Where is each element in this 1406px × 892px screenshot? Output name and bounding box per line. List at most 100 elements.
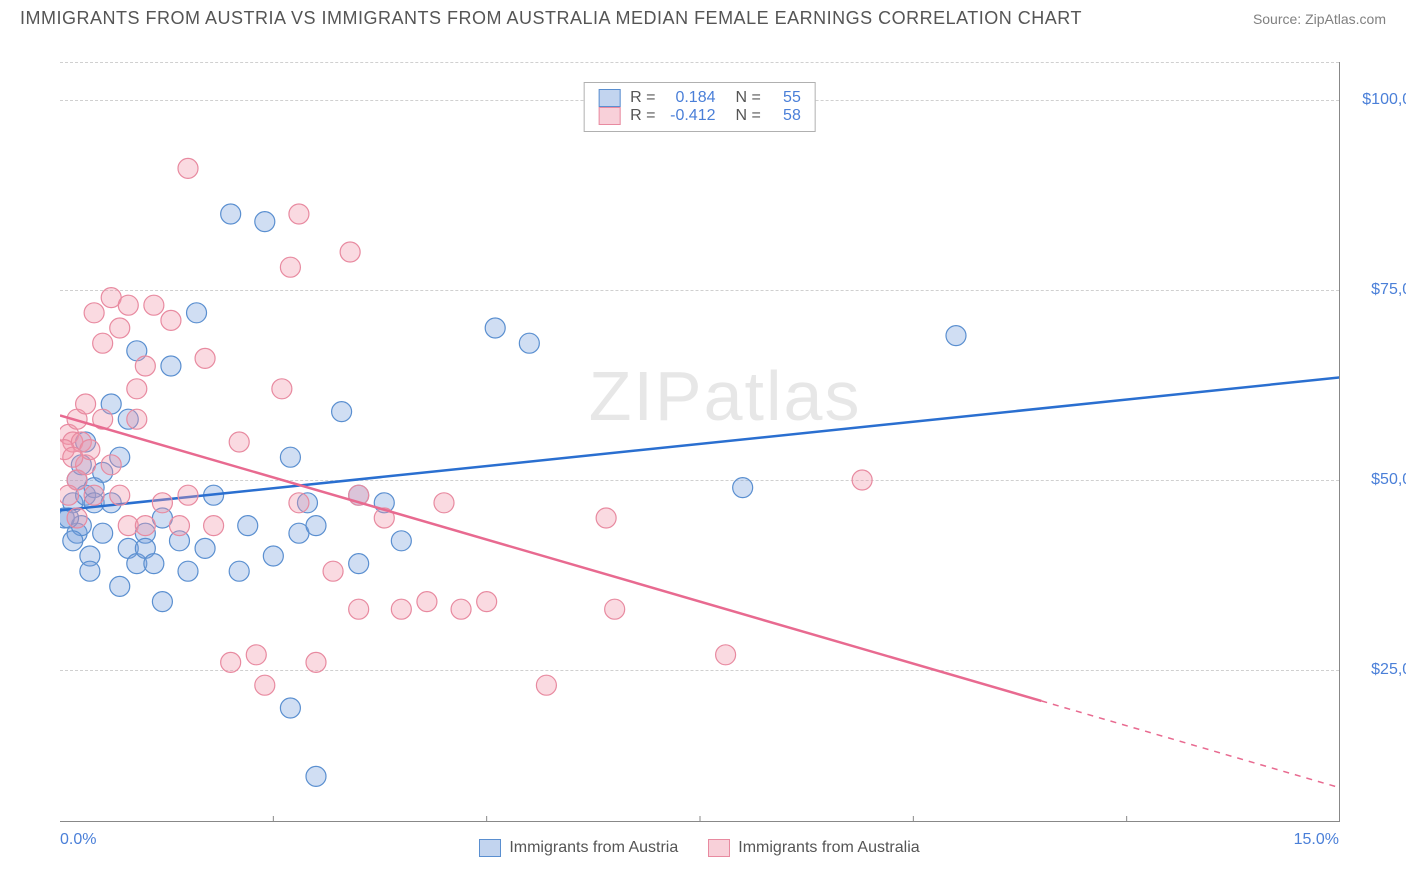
trend-line (60, 377, 1339, 510)
scatter-point (280, 447, 300, 467)
scatter-point (477, 592, 497, 612)
scatter-point (169, 516, 189, 536)
correlation-legend: R = 0.184 N = 55 R = -0.412 N = 58 (583, 82, 816, 132)
legend-n-label: N = (736, 107, 761, 125)
scatter-point (178, 561, 198, 581)
legend-swatch (479, 839, 501, 857)
chart-header: IMMIGRANTS FROM AUSTRIA VS IMMIGRANTS FR… (0, 0, 1406, 33)
scatter-point (229, 432, 249, 452)
xtick-label: 15.0% (1294, 831, 1339, 849)
legend-r-value: 0.184 (666, 89, 716, 107)
scatter-point (152, 493, 172, 513)
scatter-point (255, 675, 275, 695)
bottom-legend-item: Immigrants from Austria (479, 839, 678, 857)
scatter-point (204, 516, 224, 536)
scatter-point (60, 485, 79, 505)
scatter-point (289, 204, 309, 224)
scatter-point (306, 766, 326, 786)
scatter-point (93, 523, 113, 543)
scatter-point (280, 257, 300, 277)
scatter-point (852, 470, 872, 490)
scatter-point (306, 652, 326, 672)
scatter-point (110, 318, 130, 338)
legend-r-value: -0.412 (666, 107, 716, 125)
scatter-point (733, 478, 753, 498)
scatter-point (101, 455, 121, 475)
trend-line-dashed (1041, 701, 1339, 788)
scatter-point (238, 516, 258, 536)
scatter-point (349, 554, 369, 574)
scatter-point (596, 508, 616, 528)
scatter-point (391, 531, 411, 551)
scatter-point (195, 348, 215, 368)
plot-area: ZIPatlas R =0.184N =55R =-0.412N =58 Imm… (60, 62, 1340, 822)
y-axis-label: Median Female Earnings (0, 363, 1, 541)
chart-title: IMMIGRANTS FROM AUSTRIA VS IMMIGRANTS FR… (20, 8, 1082, 29)
bottom-legend-label: Immigrants from Australia (738, 839, 919, 857)
scatter-point (84, 485, 104, 505)
ytick-label: $25,000 (1349, 661, 1406, 679)
scatter-point (229, 561, 249, 581)
scatter-point (152, 592, 172, 612)
ytick-label: $100,000 (1349, 91, 1406, 109)
ytick-label: $50,000 (1349, 471, 1406, 489)
source-label: Source: ZipAtlas.com (1253, 11, 1386, 27)
scatter-point (144, 554, 164, 574)
scatter-point (84, 303, 104, 323)
legend-n-value: 58 (771, 107, 801, 125)
scatter-point (221, 204, 241, 224)
scatter-point (187, 303, 207, 323)
legend-row: R = -0.412 N = 58 (598, 107, 801, 125)
scatter-point (519, 333, 539, 353)
scatter-point (178, 158, 198, 178)
chart-container: Median Female Earnings ZIPatlas R =0.184… (20, 42, 1386, 862)
scatter-point (255, 212, 275, 232)
scatter-point (272, 379, 292, 399)
scatter-point (63, 447, 83, 467)
scatter-point (63, 531, 83, 551)
scatter-point (349, 599, 369, 619)
scatter-point (144, 295, 164, 315)
scatter-point (246, 645, 266, 665)
scatter-point (161, 310, 181, 330)
scatter-point (93, 333, 113, 353)
legend-r-label: R = (630, 89, 655, 107)
scatter-point (110, 485, 130, 505)
scatter-point (178, 485, 198, 505)
scatter-point (135, 516, 155, 536)
scatter-point (289, 493, 309, 513)
scatter-point (946, 326, 966, 346)
scatter-point (118, 295, 138, 315)
scatter-point (716, 645, 736, 665)
ytick-label: $75,000 (1349, 281, 1406, 299)
scatter-point (161, 356, 181, 376)
scatter-point (280, 698, 300, 718)
bottom-legend-item: Immigrants from Australia (708, 839, 919, 857)
scatter-point (135, 356, 155, 376)
scatter-point (323, 561, 343, 581)
legend-swatch (598, 107, 620, 125)
scatter-point (340, 242, 360, 262)
scatter-point (536, 675, 556, 695)
scatter-point (306, 516, 326, 536)
scatter-point (485, 318, 505, 338)
scatter-point (263, 546, 283, 566)
legend-n-value: 55 (771, 89, 801, 107)
scatter-point (195, 538, 215, 558)
scatter-point (451, 599, 471, 619)
scatter-point (76, 394, 96, 414)
scatter-point (434, 493, 454, 513)
scatter-point (80, 561, 100, 581)
scatter-point (67, 508, 87, 528)
scatter-point (417, 592, 437, 612)
scatter-point (391, 599, 411, 619)
scatter-point (110, 576, 130, 596)
legend-r-label: R = (630, 107, 655, 125)
legend-n-label: N = (736, 89, 761, 107)
legend-swatch (598, 89, 620, 107)
series-legend: Immigrants from Austria Immigrants from A… (60, 839, 1339, 857)
legend-swatch (708, 839, 730, 857)
xtick-label: 0.0% (60, 831, 96, 849)
bottom-legend-label: Immigrants from Austria (509, 839, 678, 857)
scatter-point (127, 379, 147, 399)
